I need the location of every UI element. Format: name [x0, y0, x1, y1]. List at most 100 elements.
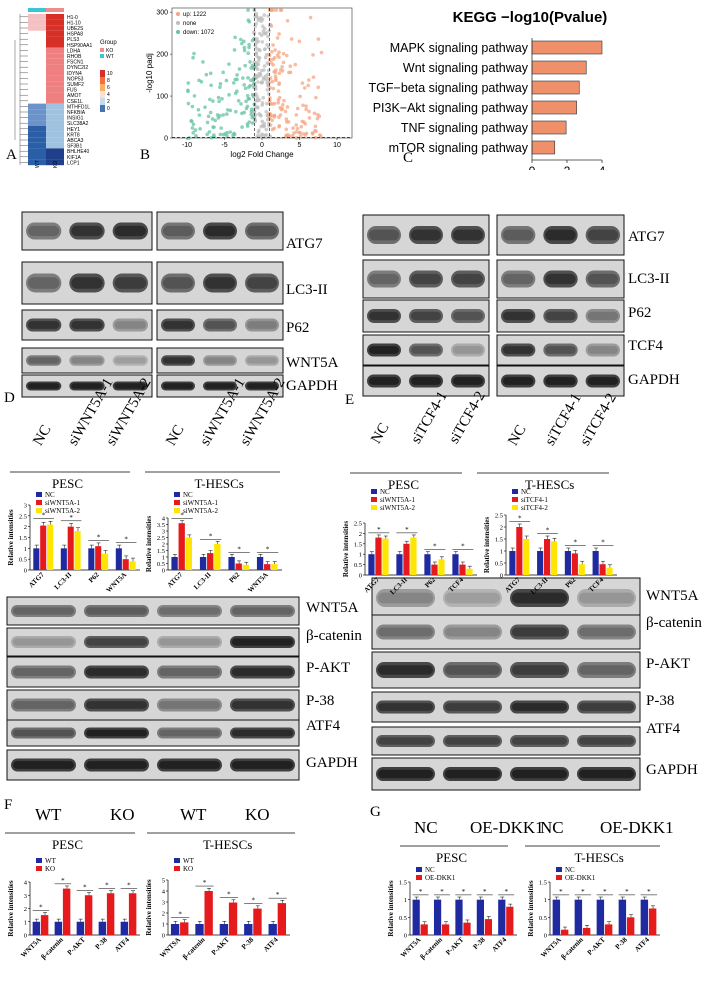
column-label: KO: [110, 805, 135, 824]
volcano-point: [299, 124, 304, 129]
volcano-point: [306, 83, 310, 88]
significance-star: *: [625, 888, 629, 896]
band-shape: [577, 767, 636, 781]
blot-band: [367, 343, 401, 357]
blot-frame: [496, 299, 625, 333]
band-shape: [157, 698, 222, 712]
volcano-point: [207, 130, 212, 134]
heatmap-cell: [28, 64, 46, 70]
band-core: [587, 273, 618, 285]
x-tick-label: WNT5A: [539, 936, 563, 960]
gene-label: FSCN1: [67, 60, 84, 66]
blot-band: [112, 273, 148, 293]
band-shape: [376, 700, 435, 714]
bar: [106, 893, 115, 935]
band-shape: [112, 355, 148, 366]
legend-swatch: [416, 867, 422, 872]
kegg-bar: [531, 60, 587, 75]
legend-item: siWNT5A-2: [45, 507, 80, 515]
blot-strip-d-pesc: [21, 211, 153, 251]
bar: [95, 546, 102, 570]
volcano-point: [263, 133, 268, 138]
x-tick-label: LC3-II: [529, 576, 550, 597]
y-axis-label: Relative intensities: [527, 880, 535, 936]
blot-band: [443, 589, 502, 607]
band-core: [205, 321, 235, 329]
legend-title: Group: [100, 40, 117, 46]
volcano-point: [212, 125, 216, 129]
heatmap-cell: [28, 109, 46, 115]
band-core: [512, 769, 567, 779]
volcano-point: [271, 8, 275, 12]
x-tick-label: P62: [87, 570, 101, 584]
legend-item: OE-DKK1: [425, 874, 456, 882]
volcano-point: [281, 60, 286, 65]
y-tick-label: 2: [24, 906, 27, 913]
blot-strip-g: [371, 651, 641, 689]
heatmap-cell: [28, 154, 46, 160]
blot-band: [577, 767, 636, 781]
band-shape: [543, 374, 578, 388]
blot-band: [157, 727, 222, 739]
y-axis-label: Relative intensities: [145, 879, 153, 935]
band-shape: [84, 758, 149, 772]
column-label-ko: KO: [53, 161, 59, 168]
volcano-point: [244, 106, 249, 111]
band-core: [232, 638, 293, 646]
volcano-point: [262, 13, 267, 17]
column-label: OE-DKK1: [600, 818, 674, 837]
band-shape: [376, 589, 435, 607]
volcano-point: [287, 70, 291, 75]
volcano-point: [277, 81, 282, 85]
band-core: [445, 737, 500, 745]
band-shape: [443, 767, 502, 781]
legend-swatch: [371, 497, 377, 502]
volcano-point: [268, 57, 272, 62]
kegg-bar-chart: KEGG −log10(Pvalue) MAPK signaling pathwa…: [369, 9, 608, 170]
gene-label: SLC38A2: [67, 121, 89, 127]
volcano-point: [282, 98, 286, 103]
band-shape: [11, 698, 76, 712]
heatmap-cell: [46, 98, 64, 104]
volcano-point: [311, 75, 316, 79]
y-tick-label: 4: [162, 889, 166, 896]
band-shape: [11, 636, 76, 648]
volcano-point: [250, 115, 255, 120]
y-tick-label: 1: [24, 919, 27, 926]
volcano-point: [252, 111, 256, 116]
column-label: KO: [245, 805, 270, 824]
bar: [207, 553, 214, 570]
chart-title: KEGG −log10(Pvalue): [453, 9, 608, 26]
volcano-point: [201, 60, 205, 64]
volcano-point: [259, 19, 264, 24]
volcano-point: [276, 101, 280, 105]
volcano-point: [252, 65, 257, 69]
volcano-point: [262, 64, 267, 68]
blot-band: [451, 374, 485, 388]
band-shape: [230, 636, 295, 648]
y-tick-label: 0.5: [495, 561, 503, 568]
band-shape: [11, 605, 76, 617]
legend-item: WT: [45, 857, 57, 865]
bar: [253, 908, 262, 935]
volcano-point: [297, 130, 302, 135]
blot-band: [501, 270, 536, 288]
volcano-point: [256, 80, 260, 84]
blot-frame: [362, 214, 490, 256]
heatmap-cell: [46, 131, 64, 138]
bar: [368, 554, 375, 575]
heatmap-cell: [28, 25, 46, 31]
blot-band: [203, 318, 237, 332]
gene-label: KRT8: [67, 132, 80, 138]
band-core: [28, 277, 60, 289]
volcano-point: [209, 136, 214, 140]
band-core: [445, 592, 500, 604]
legend-swatch: [36, 858, 42, 863]
volcano-point: [258, 48, 262, 53]
band-shape: [510, 735, 569, 747]
significance-star: *: [39, 903, 43, 911]
heatmap-cell: [46, 148, 64, 154]
volcano-point: [246, 97, 251, 101]
volcano-point: [317, 114, 322, 119]
